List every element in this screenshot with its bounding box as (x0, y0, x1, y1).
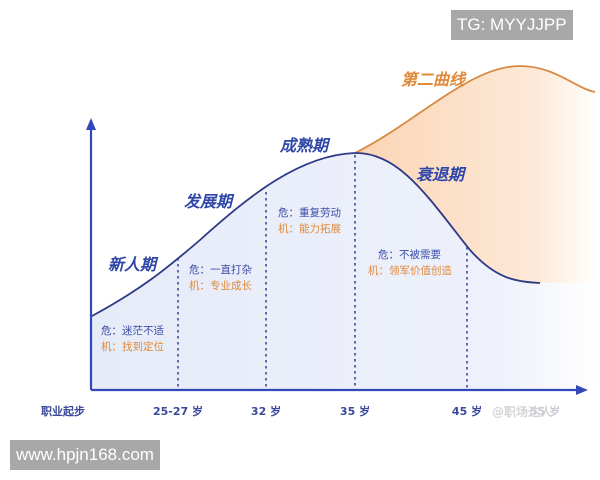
opportunity-text: 机：找到定位 (101, 341, 164, 353)
phase-label-decline: 衰退期 (416, 165, 465, 184)
phase-label-newcomer: 新人期 (108, 255, 157, 274)
opportunity-text: 机：能力拓展 (278, 223, 341, 235)
main-curve-line (91, 152, 541, 317)
risk-text: 危：重复劳动 (278, 207, 341, 219)
phase-label-growth: 发展期 (184, 192, 233, 211)
x-tick-25-27: 25-27 岁 (152, 405, 204, 418)
axes (89, 128, 578, 392)
x-tick-55: 55 岁 (529, 405, 561, 418)
phase-note-newcomer: 危：迷茫不适 机：找到定位 (101, 323, 164, 355)
top-watermark-tag: TG: MYYJJPP (451, 10, 573, 40)
phase-label-mature: 成熟期 (280, 136, 329, 155)
risk-text: 危：迷茫不适 (101, 325, 164, 337)
second-curve-area (355, 66, 598, 285)
second-curve-label: 第二曲线 (401, 70, 466, 89)
x-axis-arrow-icon (576, 385, 588, 395)
risk-text: 危：一直打杂 (189, 264, 252, 276)
x-tick-32: 32 岁 (250, 405, 282, 418)
opportunity-text: 机：领军价值创造 (368, 265, 452, 277)
stage-dividers (177, 155, 468, 388)
phase-note-decline: 危：不被需要 机：领军价值创造 (368, 247, 452, 279)
phase-note-mature: 危：重复劳动 机：能力拓展 (278, 205, 341, 237)
x-tick-35: 35 岁 (339, 405, 371, 418)
y-axis-arrow-icon (86, 118, 96, 130)
phase-note-growth: 危：一直打杂 机：专业成长 (189, 262, 252, 294)
x-tick-career-start: 职业起步 (41, 405, 85, 418)
risk-text: 危：不被需要 (378, 249, 441, 261)
second-curve-line (354, 65, 596, 154)
opportunity-text: 机：专业成长 (189, 280, 252, 292)
corner-watermark: @职场达人 (492, 405, 553, 419)
bottom-watermark-tag: www.hpjn168.com (10, 440, 160, 470)
x-tick-45: 45 岁 (451, 405, 483, 418)
main-curve-area (92, 152, 598, 390)
